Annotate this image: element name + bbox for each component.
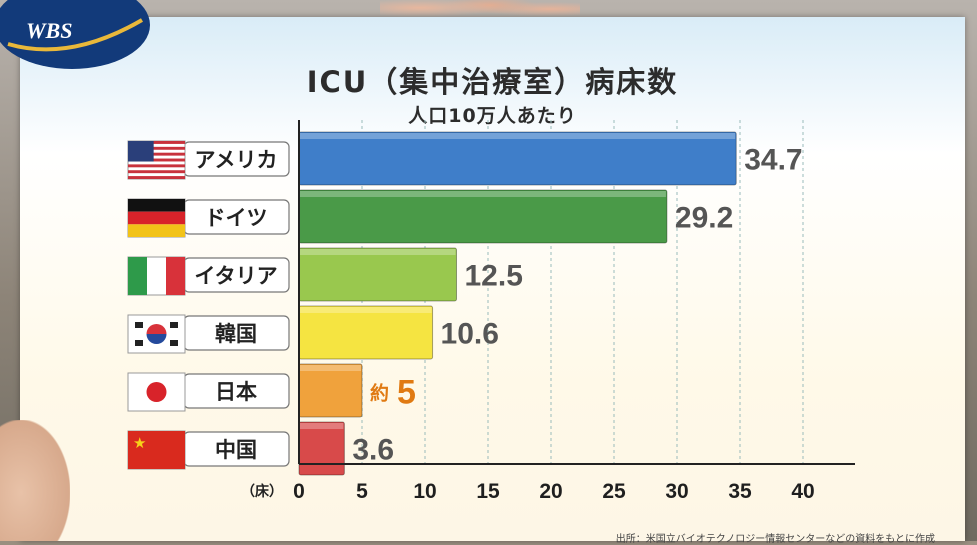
italy-flag-icon [128, 257, 185, 295]
x-tick-label: 35 [728, 480, 752, 503]
x-tick-label: 5 [356, 480, 368, 503]
x-tick-label: 25 [602, 480, 626, 503]
value-label: 29.2 [675, 202, 733, 235]
category-label: イタリア [194, 264, 277, 288]
flag-stripe [128, 224, 185, 237]
category-label: 韓国 [215, 322, 257, 346]
flag-stripe [128, 152, 185, 156]
flag-trigram [170, 322, 178, 328]
bar [298, 305, 434, 360]
bar-highlight [300, 249, 456, 255]
flag-star: ★ [133, 434, 146, 452]
value-label: 10.6 [441, 318, 499, 351]
bar-highlight [300, 191, 666, 197]
germany-flag-icon [128, 199, 185, 237]
flag-stripe [128, 211, 185, 225]
flag-trigram [170, 340, 178, 346]
korea-flag-icon [135, 322, 178, 346]
bar [298, 189, 668, 244]
flag-taegeuk-red [146, 324, 167, 334]
bar [298, 247, 457, 302]
flag-trigram [135, 340, 143, 346]
value-label: 12.5 [465, 260, 523, 293]
flag-disc [146, 382, 167, 402]
x-axis: 0 5 10 15 20 25 30 35 40 （床） [241, 120, 855, 503]
bar-highlight [300, 307, 432, 313]
us-flag-icon [128, 141, 185, 179]
flag-canton [128, 141, 154, 162]
category-label: 日本 [215, 380, 257, 404]
flag-stripe [128, 176, 185, 179]
flag-stripe [128, 158, 185, 162]
bar [298, 131, 737, 186]
chart-source-note: 出所：米国立バイオテクノロジー情報センターなどの資料をもとに作成 [615, 534, 935, 545]
china-flag-icon: ★ [128, 431, 185, 469]
x-tick-label: 30 [665, 480, 688, 503]
bar-highlight [300, 133, 736, 139]
flag-stripe [128, 170, 185, 174]
flag-field [128, 431, 185, 469]
category-label: 中国 [215, 438, 257, 462]
category-label: アメリカ [195, 148, 278, 172]
value-label: 34.7 [744, 144, 802, 177]
flag-trigram [135, 322, 143, 328]
x-tick-label: 10 [413, 480, 436, 503]
japan-flag-icon [146, 382, 167, 402]
value-labels: 34.7 29.2 12.5 10.6 約 53.6 [352, 144, 802, 467]
value-label-prefix: 約 [370, 382, 389, 405]
category-label: ドイツ [205, 206, 268, 230]
x-tick-label: 0 [293, 480, 305, 503]
wbs-logo: WBS [0, 0, 150, 69]
x-tick-label: 40 [791, 480, 814, 503]
bars [298, 131, 737, 476]
flag-stripe [166, 257, 185, 295]
chart-subtitle: 人口10万人あたり [408, 105, 577, 127]
wbs-logo-text: WBS [26, 18, 72, 43]
x-axis-unit: （床） [241, 483, 283, 500]
bar [298, 363, 363, 418]
chart-title: ICU（集中治療室）病床数 [306, 65, 679, 99]
presenter-hand [0, 420, 70, 541]
flag-stripe [128, 146, 185, 150]
flag-taegeuk-blue [146, 334, 167, 344]
flag-stripe [128, 141, 185, 144]
value-label: 3.6 [352, 434, 394, 467]
value-label: 5 [397, 374, 416, 412]
bar [298, 421, 345, 476]
flag-stripe [128, 164, 185, 168]
bar-highlight [300, 423, 344, 429]
flag-stripe [128, 257, 147, 295]
flag-stripe [128, 199, 185, 212]
bar-highlight [300, 365, 361, 371]
x-tick-label: 15 [476, 480, 500, 503]
x-tick-label: 20 [539, 480, 562, 503]
